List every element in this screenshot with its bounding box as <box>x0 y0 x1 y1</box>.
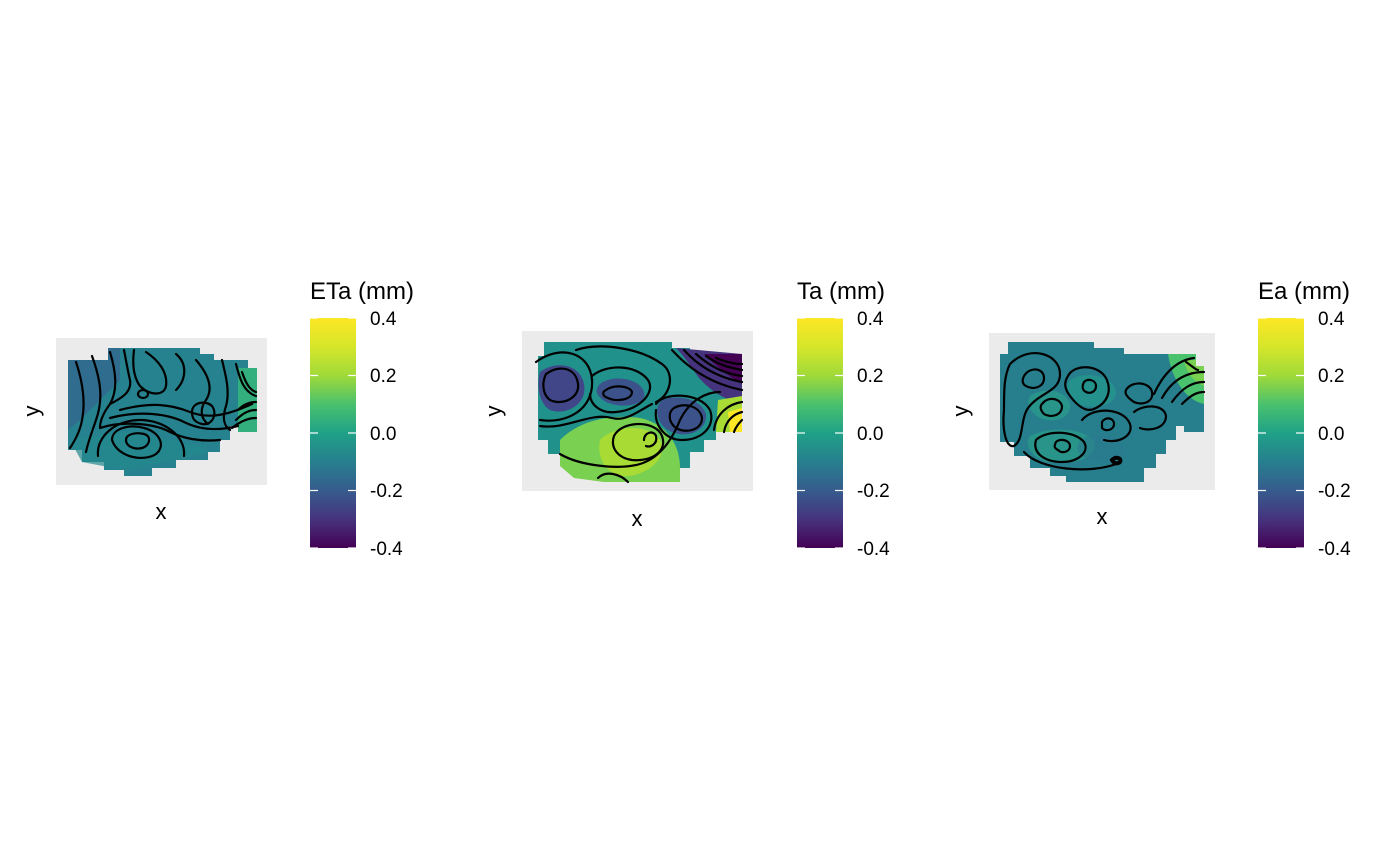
y-axis-title: y <box>948 406 973 417</box>
legend-eta: ETa (mm) 0.4 0.2 0.0 -0.2 -0.4 <box>310 278 414 560</box>
legend-ta: Ta (mm) 0.4 0.2 0.0 -0.2 -0.4 <box>797 278 890 560</box>
legend-tick-label: 0.4 <box>857 309 884 330</box>
legend-tick-label: 0.0 <box>857 424 883 445</box>
panel-ta: x y Ta (mm) 0.4 0.2 0.0 -0.2 -0.4 <box>481 278 890 560</box>
contour-lines <box>534 345 744 484</box>
legend-tick-label: 0.4 <box>1318 309 1345 330</box>
panel-ea: x y Ea (mm) 0.4 0.2 0.0 -0.2 -0.4 <box>948 278 1351 560</box>
legend-tick-label: 0.0 <box>1318 424 1344 445</box>
panel-eta: x y ETa (mm) 0.4 0.2 0.0 -0.2 -0.4 <box>19 278 414 560</box>
colorbar-ticks <box>797 317 843 549</box>
legend-tick-label: -0.4 <box>370 539 403 560</box>
legend-tick-label: 0.4 <box>370 309 397 330</box>
legend-tick-label: 0.0 <box>370 424 396 445</box>
legend-tick-label: -0.2 <box>370 481 403 502</box>
legend-tick-label: -0.4 <box>1318 539 1351 560</box>
x-axis-title: x <box>632 506 643 531</box>
legend-title: Ta (mm) <box>797 278 885 305</box>
x-axis-title: x <box>156 499 167 524</box>
legend-tick-label: 0.2 <box>370 366 396 387</box>
contour-lines <box>68 348 258 459</box>
y-axis-title: y <box>481 406 506 417</box>
legend-tick-label: -0.2 <box>857 481 890 502</box>
contour-lines <box>1002 352 1206 471</box>
legend-tick-label: -0.4 <box>857 539 890 560</box>
y-axis-title: y <box>19 406 44 417</box>
legend-tick-label: -0.2 <box>1318 481 1351 502</box>
legend-tick-label: 0.2 <box>857 366 883 387</box>
legend-title: Ea (mm) <box>1258 278 1350 305</box>
x-axis-title: x <box>1097 504 1108 529</box>
legend-ea: Ea (mm) 0.4 0.2 0.0 -0.2 -0.4 <box>1258 278 1351 560</box>
legend-tick-label: 0.2 <box>1318 366 1344 387</box>
colorbar-ticks <box>1258 317 1304 549</box>
colorbar-ticks <box>310 317 356 549</box>
legend-title: ETa (mm) <box>310 278 414 305</box>
